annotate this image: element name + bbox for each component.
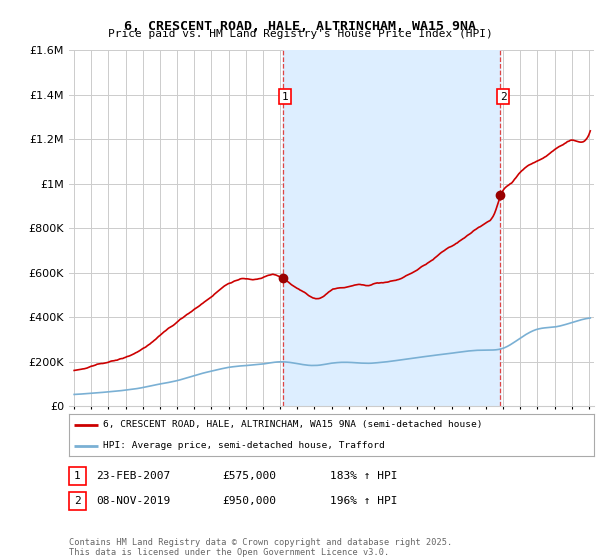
Text: £575,000: £575,000 bbox=[222, 471, 276, 481]
Bar bbox=[283, 50, 500, 406]
Text: 1: 1 bbox=[282, 92, 289, 101]
Text: £950,000: £950,000 bbox=[222, 496, 276, 506]
Text: 23-FEB-2007: 23-FEB-2007 bbox=[96, 471, 170, 481]
Text: 183% ↑ HPI: 183% ↑ HPI bbox=[330, 471, 398, 481]
Text: HPI: Average price, semi-detached house, Trafford: HPI: Average price, semi-detached house,… bbox=[103, 441, 385, 450]
Text: 1: 1 bbox=[74, 471, 81, 481]
Text: 2: 2 bbox=[500, 92, 506, 101]
Text: 196% ↑ HPI: 196% ↑ HPI bbox=[330, 496, 398, 506]
Text: 6, CRESCENT ROAD, HALE, ALTRINCHAM, WA15 9NA (semi-detached house): 6, CRESCENT ROAD, HALE, ALTRINCHAM, WA15… bbox=[103, 421, 482, 430]
Text: Contains HM Land Registry data © Crown copyright and database right 2025.
This d: Contains HM Land Registry data © Crown c… bbox=[69, 538, 452, 557]
Text: 08-NOV-2019: 08-NOV-2019 bbox=[96, 496, 170, 506]
Text: Price paid vs. HM Land Registry's House Price Index (HPI): Price paid vs. HM Land Registry's House … bbox=[107, 29, 493, 39]
Text: 2: 2 bbox=[74, 496, 81, 506]
Text: 6, CRESCENT ROAD, HALE, ALTRINCHAM, WA15 9NA: 6, CRESCENT ROAD, HALE, ALTRINCHAM, WA15… bbox=[124, 20, 476, 32]
